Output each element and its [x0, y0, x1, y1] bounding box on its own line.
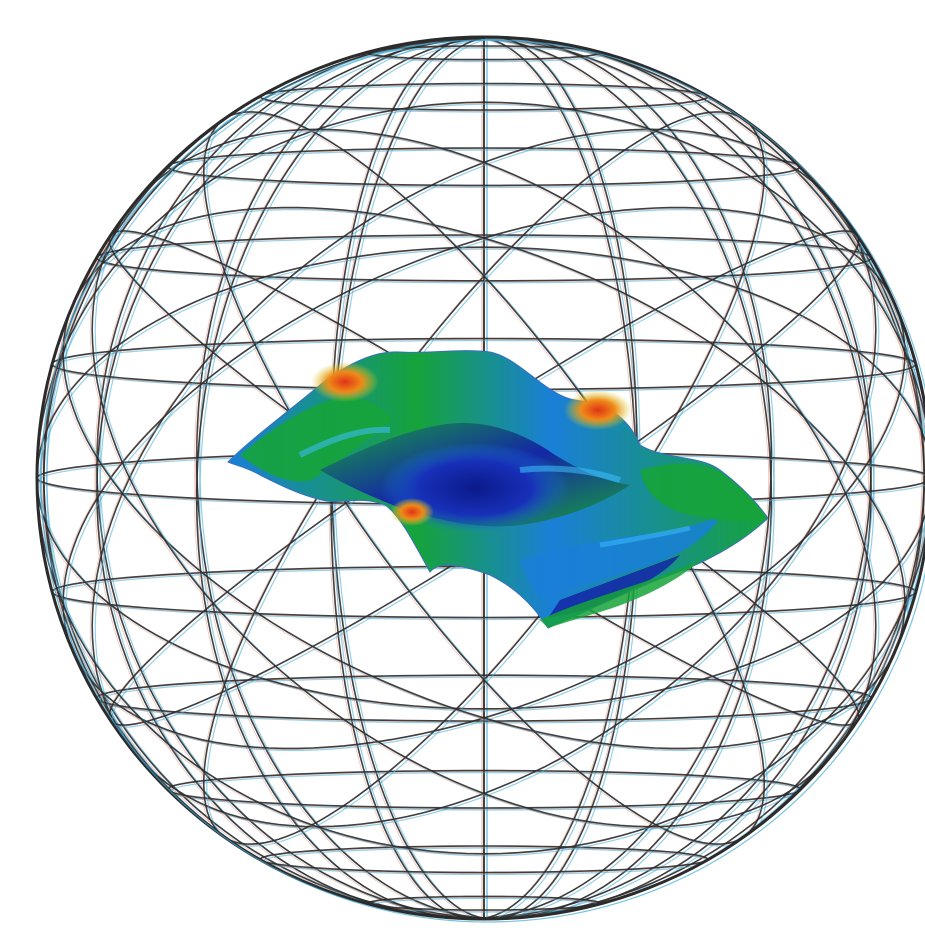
wire-parallel-shadow-red	[258, 84, 706, 112]
wire-geodesic	[91, 128, 877, 828]
surface-blue-stripe-front	[520, 515, 722, 598]
wire-geodesic	[37, 246, 925, 710]
surface-green-right	[640, 463, 765, 522]
wire-parallel-shadow-red	[258, 846, 706, 874]
surface-peak-top-right	[564, 390, 632, 430]
wire-parallel-shadow	[262, 84, 712, 113]
surface-cyan-streak-3	[599, 525, 691, 548]
wire-parallel	[51, 337, 917, 391]
wire-parallel-shadow	[170, 772, 804, 811]
surface-navy-stripe-front	[548, 555, 680, 618]
wire-parallel	[96, 234, 872, 282]
surface-peak-top-left	[311, 362, 379, 402]
wire-geodesic-shadow	[65, 209, 909, 751]
wire-parallel-shadow	[262, 847, 712, 876]
wire-parallel-shadow	[170, 149, 804, 188]
surface-cyan-streak-2	[519, 465, 621, 483]
surface-green-front	[540, 560, 700, 628]
surface-cyan-streak-1	[298, 426, 391, 458]
wire-parallel	[167, 147, 801, 187]
wire-parallel-shadow-red	[165, 148, 799, 187]
wire-geodesic	[37, 101, 925, 855]
wire-parallel	[259, 82, 709, 111]
sphere-outline	[35, 35, 925, 921]
wire-parallel	[259, 845, 709, 874]
wire-parallel-shadow	[54, 339, 920, 393]
wire-parallel-shadow	[370, 47, 604, 63]
wire-parallel	[167, 769, 801, 809]
wire-parallel	[96, 674, 872, 722]
surface-peak-center	[390, 498, 434, 526]
sphere-outline-shadow	[40, 39, 925, 923]
colored-deformed-surface	[227, 350, 769, 629]
wire-parallel	[367, 45, 601, 61]
surface-green-band-left	[240, 396, 392, 482]
wire-geodesic	[62, 206, 906, 750]
wire-parallel-shadow-red	[365, 46, 599, 62]
